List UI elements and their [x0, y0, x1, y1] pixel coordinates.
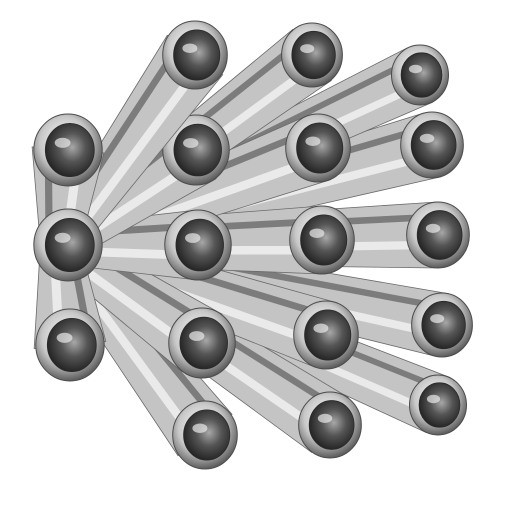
- tube-bore: [46, 317, 97, 373]
- bore-glint: [425, 223, 441, 234]
- bore-glint: [54, 137, 71, 148]
- bore-glint: [408, 64, 423, 74]
- tube-bore: [410, 120, 457, 170]
- tube-bore: [175, 218, 224, 272]
- bore-glint: [305, 136, 321, 146]
- bore-glint: [192, 423, 208, 433]
- steel-tube: [33, 208, 103, 282]
- bore-glint: [317, 413, 333, 424]
- tube-bore: [179, 316, 228, 370]
- tube-bore: [304, 309, 352, 361]
- bore-glint: [300, 44, 315, 54]
- tube-bore: [173, 29, 221, 81]
- tube-bore: [421, 300, 466, 350]
- tube-bore: [183, 409, 231, 461]
- tube-bore: [300, 214, 348, 266]
- tube-bore: [291, 30, 336, 80]
- bore-glint: [183, 138, 199, 148]
- bore-glint: [54, 232, 71, 243]
- tube-group: [31, 20, 473, 470]
- bore-glint: [426, 394, 441, 404]
- tube-bore: [416, 210, 463, 260]
- bore-glint: [419, 133, 435, 144]
- tube-bore: [173, 123, 222, 177]
- bore-glint: [56, 332, 73, 343]
- bore-glint: [182, 43, 198, 53]
- bore-glint: [189, 331, 205, 341]
- bore-glint: [313, 323, 329, 333]
- tube-bore: [44, 122, 95, 178]
- tube-bore: [400, 52, 443, 98]
- bore-glint: [309, 228, 325, 238]
- bore-glint: [430, 314, 445, 324]
- tube-bore: [44, 217, 95, 273]
- tube-bore: [308, 400, 355, 450]
- tube-bore: [296, 122, 344, 174]
- tube-bore: [418, 382, 461, 428]
- bore-glint: [185, 233, 201, 243]
